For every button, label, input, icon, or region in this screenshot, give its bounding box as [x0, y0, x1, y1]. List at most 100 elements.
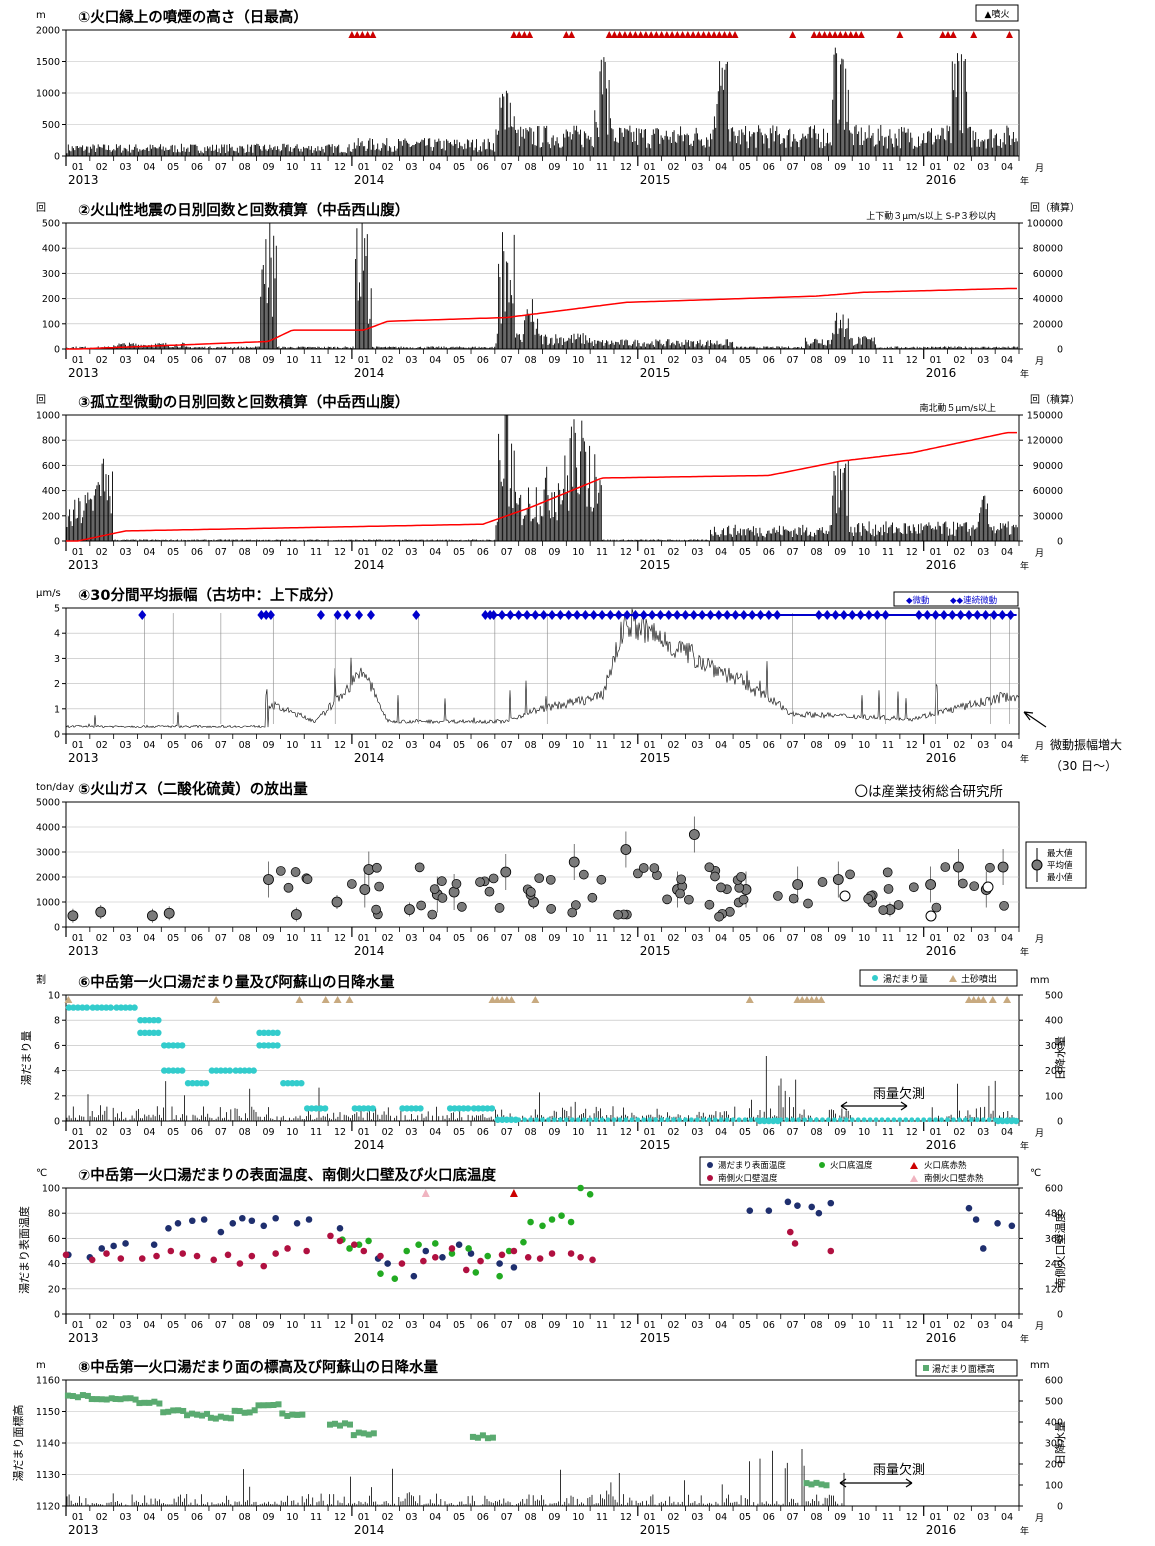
y2-tick-label: 150000 — [1027, 411, 1063, 422]
pool-level-point — [820, 1117, 825, 1123]
x-tick-label: 08 — [239, 933, 251, 944]
eruption-marker — [815, 31, 823, 38]
surface-temp-point — [305, 1216, 313, 1223]
wall-temp-point — [462, 1266, 470, 1274]
x-tick-label: 12 — [334, 933, 346, 944]
pool-level-point — [399, 1105, 406, 1112]
right-axis-label: 南側火口壁温度 — [1053, 1212, 1067, 1289]
y-tick-label: 4 — [54, 1066, 60, 1077]
tremor-marker — [257, 610, 266, 620]
x-tick-label: 08 — [810, 933, 822, 944]
legend-box — [893, 591, 1019, 607]
x-tick-label: 06 — [191, 162, 203, 173]
so2-point — [638, 863, 649, 873]
so2-point — [999, 900, 1009, 911]
wall-temp-point — [153, 1252, 160, 1260]
eruption-marker — [515, 31, 523, 38]
x-tick-label: 10 — [858, 933, 870, 944]
left-unit-label: m — [36, 10, 46, 21]
y-tick-label: 60 — [48, 1234, 60, 1245]
x-tick-label: 01 — [72, 1320, 84, 1331]
y2-tick-label: 120 — [1045, 1284, 1063, 1295]
pool-level-point — [174, 1042, 181, 1049]
pool-level-point — [265, 1042, 272, 1049]
elevation-point — [69, 1393, 76, 1400]
x-tick-label: 03 — [977, 1512, 989, 1523]
x-tick-label: 04 — [429, 1512, 441, 1523]
pool-level-point — [193, 1080, 201, 1087]
x-tick-label: 01 — [930, 1512, 942, 1523]
so2-point — [969, 881, 980, 892]
pool-level-point — [260, 1042, 268, 1049]
pool-level-point — [217, 1067, 225, 1074]
x-tick-label: 12 — [906, 933, 918, 944]
x-tick-label: 03 — [405, 547, 417, 558]
y2-tick-label: 200 — [1045, 1460, 1063, 1471]
x-tick-label: 06 — [191, 1512, 203, 1523]
x-tick-label: 01 — [358, 1127, 370, 1138]
elevation-point — [813, 1479, 820, 1486]
wall-temp-point — [548, 1250, 556, 1257]
surface-temp-point — [260, 1222, 268, 1230]
eruption-marker — [721, 31, 729, 38]
pool-level-point — [137, 1017, 144, 1024]
month-unit: 月 — [1035, 1128, 1044, 1139]
x-tick-label: 07 — [787, 1127, 799, 1138]
pool-level-point — [563, 1117, 569, 1123]
pool-level-point — [843, 1117, 849, 1123]
x-tick-label: 10 — [572, 162, 584, 173]
so2-point — [688, 829, 700, 840]
year-unit: 年 — [1020, 1525, 1029, 1537]
pool-level-point — [796, 1117, 802, 1123]
x-tick-label: 01 — [72, 1127, 84, 1138]
x-tick-label: 03 — [691, 547, 703, 558]
year-unit: 年 — [1020, 368, 1029, 380]
so2-point — [546, 904, 557, 914]
elevation-point — [270, 1401, 277, 1408]
elevation-point — [231, 1407, 238, 1414]
x-tick-label: 12 — [906, 547, 918, 558]
surface-temp-point — [439, 1254, 446, 1261]
x-tick-label: 02 — [382, 933, 394, 944]
pool-level-point — [957, 1117, 962, 1123]
so2-point — [882, 867, 893, 878]
pool-level-point — [232, 1067, 239, 1074]
year-label: 2014 — [354, 558, 385, 572]
eruption-marker — [857, 31, 865, 38]
continuous-tremor-marker — [573, 610, 582, 620]
pool-level-point — [303, 1105, 311, 1112]
x-tick-label: 02 — [96, 355, 108, 366]
x-tick-label: 05 — [167, 162, 179, 173]
ash-eruption-marker — [988, 996, 997, 1003]
x-tick-label: 11 — [882, 355, 894, 366]
x-tick-label: 01 — [644, 1127, 656, 1138]
eruption-marker — [605, 31, 613, 38]
pool-level-point — [534, 1117, 539, 1123]
x-tick-label: 04 — [715, 740, 727, 751]
elevation-point — [489, 1434, 496, 1441]
surface-temp-point — [510, 1264, 518, 1271]
pool-level-point — [179, 1042, 186, 1049]
pool-level-point — [814, 1117, 819, 1123]
surface-temp-point — [384, 1260, 391, 1267]
x-tick-label: 07 — [501, 162, 513, 173]
elevation-point — [222, 1414, 229, 1421]
eruption-marker — [510, 31, 518, 38]
pool-level-point — [641, 1117, 647, 1123]
pool-level-point — [403, 1105, 411, 1112]
y-tick-label: 10 — [48, 991, 60, 1002]
legend-floor-glow-marker — [910, 1162, 918, 1169]
x-tick-label: 08 — [239, 1127, 251, 1138]
so2-point — [773, 891, 783, 901]
x-tick-label: 09 — [262, 1512, 274, 1523]
elevation-point — [265, 1402, 272, 1409]
surface-temp-point — [293, 1219, 301, 1227]
pool-level-point — [980, 1117, 986, 1123]
pool-level-point — [208, 1067, 216, 1074]
x-tick-label: 06 — [477, 162, 489, 173]
pool-level-point — [581, 1117, 587, 1123]
y2-tick-label: 80000 — [1033, 244, 1063, 255]
continuous-tremor-marker — [914, 610, 923, 620]
x-tick-label: 01 — [72, 1512, 84, 1523]
x-tick-label: 04 — [143, 933, 155, 944]
